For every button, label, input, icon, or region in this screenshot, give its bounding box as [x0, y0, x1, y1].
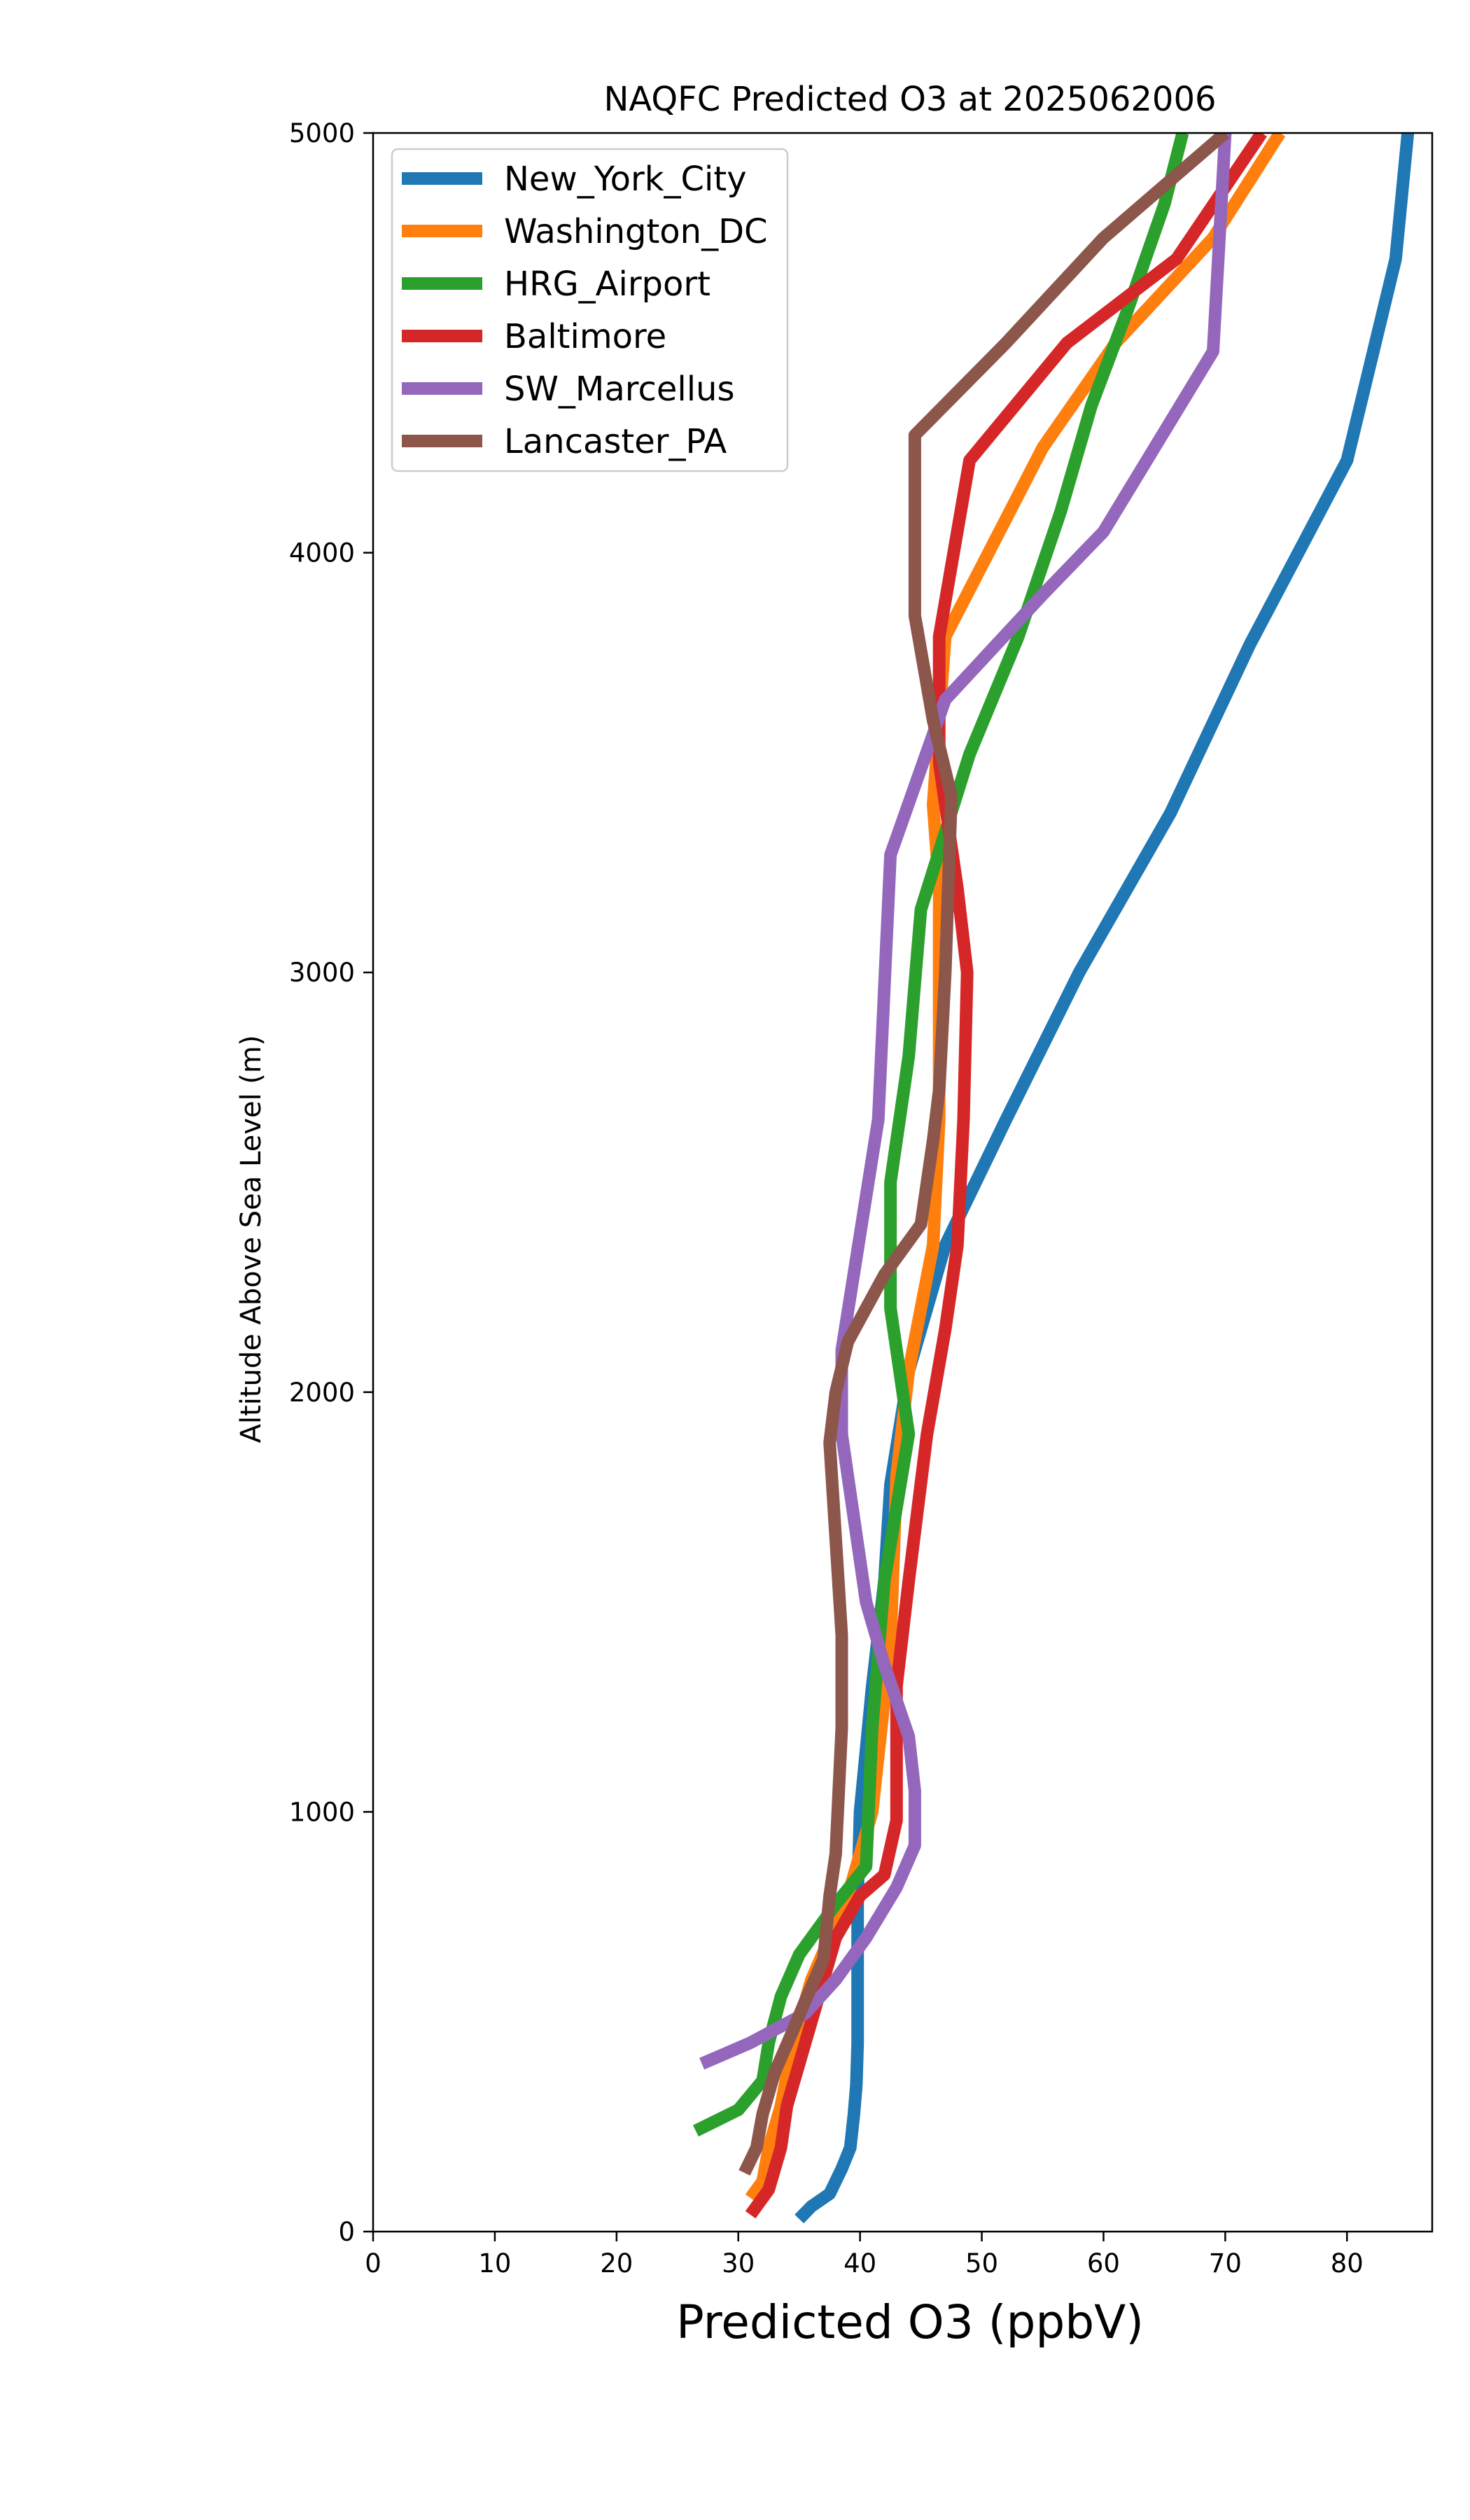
x-tick-label: 10 — [478, 2248, 511, 2278]
legend: New_York_City Washington_DC HRG_Airport Bal… — [391, 148, 789, 472]
x-tick-label: 20 — [600, 2248, 633, 2278]
x-tick-label: 30 — [722, 2248, 755, 2278]
x-axis-label: Predicted O3 (ppbV) — [676, 2295, 1144, 2349]
legend-label: Baltimore — [504, 317, 666, 356]
x-axis: 0 10 20 30 40 50 60 70 80 — [365, 2232, 1364, 2278]
y-axis: 0 1000 2000 3000 4000 5000 — [289, 118, 373, 2247]
x-tick-label: 70 — [1209, 2248, 1242, 2278]
y-tick-label: 1000 — [289, 1797, 355, 1827]
series-line-hrg-airport — [692, 133, 1189, 2137]
x-tick-label: 50 — [965, 2248, 998, 2278]
legend-box — [391, 148, 789, 472]
y-tick-label: 3000 — [289, 958, 355, 988]
y-tick-label: 0 — [338, 2217, 355, 2247]
plot-frame — [372, 132, 1434, 2233]
legend-label: Washington_DC — [504, 212, 768, 251]
series-line-lancaster-pa — [738, 133, 1230, 2176]
x-tick-label: 80 — [1331, 2248, 1364, 2278]
series-lines — [692, 133, 1415, 2224]
y-tick-label: 2000 — [289, 1378, 355, 1408]
series-line-sw-marcellus — [699, 133, 1232, 2070]
legend-label: New_York_City — [504, 160, 747, 199]
chart-title: NAQFC Predicted O3 at 2025062006 — [603, 80, 1216, 119]
series-line-washington-dc — [745, 133, 1286, 2202]
y-tick-label: 4000 — [289, 538, 355, 568]
legend-label: SW_Marcellus — [504, 370, 734, 409]
legend-label: Lancaster_PA — [504, 422, 727, 461]
y-tick-label: 5000 — [289, 118, 355, 148]
plot-area — [372, 132, 1434, 2233]
series-line-baltimore — [745, 133, 1267, 2219]
legend-label: HRG_Airport — [504, 265, 710, 304]
x-tick-label: 0 — [365, 2248, 382, 2278]
x-tick-label: 60 — [1087, 2248, 1120, 2278]
x-tick-label: 40 — [844, 2248, 876, 2278]
y-axis-label: Altitude Above Sea Level (m) — [235, 1035, 267, 1443]
